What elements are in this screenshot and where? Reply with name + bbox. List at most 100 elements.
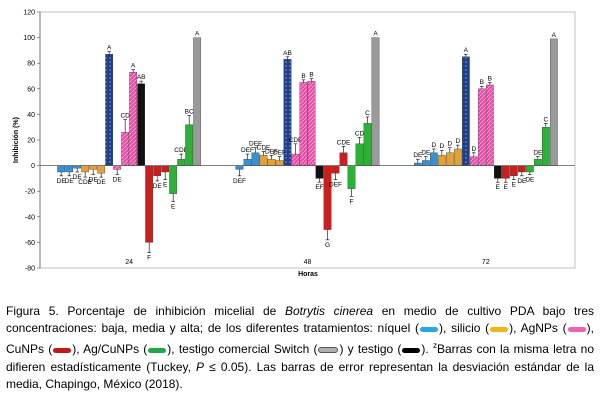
significance-letter: DEF xyxy=(233,178,246,185)
y-tick-label: -20 xyxy=(25,189,35,196)
significance-letter: D xyxy=(447,141,452,148)
bar-niquel_alta-72h xyxy=(429,152,438,166)
significance-letter: A xyxy=(195,31,200,38)
significance-letter: B xyxy=(488,75,492,82)
significance-letter: DE xyxy=(97,179,107,186)
swatch-agcunps xyxy=(148,347,167,353)
significance-letter: C xyxy=(543,116,548,123)
significance-letter: DE xyxy=(421,150,431,157)
y-tick-label: -40 xyxy=(25,214,35,221)
swatch-agnps xyxy=(567,326,586,332)
significance-letter: B xyxy=(309,72,313,79)
bar-silicio_media-24h xyxy=(89,165,98,170)
bar-agnps_media-24h xyxy=(121,132,130,166)
y-tick-label: 0 xyxy=(31,163,35,170)
significance-letter: AB xyxy=(283,50,292,57)
caption-text-5: ), Ag/CuNPs ( xyxy=(72,342,148,357)
significance-letter: DEF xyxy=(241,147,254,154)
significance-letter: A xyxy=(464,47,469,54)
significance-letter: E xyxy=(512,182,517,189)
bar-agnps_baja-24h xyxy=(113,165,122,170)
caption-text-10: ≤ 0.05). Las barras de error representan… xyxy=(6,359,595,391)
significance-letter: DEF xyxy=(265,148,278,155)
bar-agnps_baja-48h xyxy=(291,153,300,166)
y-tick-label: -60 xyxy=(25,240,35,247)
significance-letter: D xyxy=(439,143,444,150)
y-tick-label: -80 xyxy=(25,266,35,273)
significance-letter: DE xyxy=(65,178,75,185)
bar-silicio_alta-24h xyxy=(97,165,106,174)
bar-switch_testigo-48h xyxy=(371,37,380,166)
bar-agcunps_baja-48h xyxy=(347,165,356,189)
significance-letter: DE xyxy=(89,177,99,184)
significance-letter: DEF xyxy=(249,141,262,148)
y-tick-label: 80 xyxy=(27,61,35,68)
axis-layer: -80 -60 -40 -20 0 20 40 60 80 100 120 24 48 72 xyxy=(23,10,575,273)
bar-cunps_baja-24h xyxy=(145,165,154,243)
caption-text-2: ), silicio ( xyxy=(439,321,490,336)
significance-letter: A xyxy=(373,31,378,38)
bar-agnps_alta-48h xyxy=(307,80,316,166)
y-tick-label: 40 xyxy=(27,112,35,119)
bar-switch_testigo-72h xyxy=(549,38,558,166)
bar-agcunps_media-24h xyxy=(177,159,186,166)
bar-testigo-72h xyxy=(493,165,502,179)
chart-area: DE DE DE CDE DE DE A DE CD A AB F DE E E CDE BC A DEF DEF DE… xyxy=(13,10,576,278)
significance-letter: DE xyxy=(413,152,423,159)
y-tick-label: 60 xyxy=(27,86,35,93)
significance-letter: CDE xyxy=(289,137,303,144)
significance-letter: DE xyxy=(73,174,83,181)
bar-agnps_media-72h xyxy=(477,88,486,166)
significance-letter: G xyxy=(325,242,330,249)
bar-niquel_baja-48h xyxy=(235,165,244,170)
bar-silicio_alta-48h xyxy=(275,160,284,166)
significance-letter: D xyxy=(471,146,476,153)
bar-cunps_baja-48h xyxy=(323,165,332,230)
bar-silicio_baja-48h xyxy=(259,155,268,166)
caption-species: Botrytis cinerea xyxy=(284,304,374,318)
bar-agnps_media-48h xyxy=(299,82,308,166)
significance-letter: DE xyxy=(113,177,123,184)
significance-letter: CDE xyxy=(257,145,271,152)
swatch-switch xyxy=(318,347,339,354)
significance-letter: D xyxy=(455,138,460,145)
significance-letter: F xyxy=(350,198,354,205)
bar-testigo-24h xyxy=(137,83,146,166)
significance-letter: AB xyxy=(137,74,146,81)
x-tick-label: 24 xyxy=(125,259,133,266)
significance-letter: D xyxy=(431,142,436,149)
significance-letter: EF xyxy=(315,184,323,191)
bar-silicio_baja-72h xyxy=(437,155,446,166)
significance-letter: B xyxy=(301,73,305,80)
bar-niquel_alta-48h xyxy=(251,152,260,166)
bar-agcunps_alta-24h xyxy=(185,124,194,166)
bar-agcunps_alta-48h xyxy=(363,123,372,166)
bar-switch-48h xyxy=(283,59,292,166)
bar-switch_testigo-24h xyxy=(193,37,202,166)
y-tick-label: 100 xyxy=(23,35,35,42)
bar-agcunps_alta-72h xyxy=(541,127,550,166)
significance-letter: C xyxy=(365,110,370,117)
significance-letter: B xyxy=(480,79,484,86)
significance-letter: A xyxy=(552,32,557,39)
bar-silicio_baja-24h xyxy=(81,165,90,173)
significance-letter: DE xyxy=(57,178,67,185)
x-tick-label: 48 xyxy=(304,259,312,266)
bar-switch-72h xyxy=(461,56,470,166)
significance-letter: DE xyxy=(533,150,543,157)
caption-text-6: ), testigo comercial Switch ( xyxy=(167,342,318,357)
bar-agcunps_baja-24h xyxy=(169,165,178,194)
caption-p: P xyxy=(196,359,205,374)
significance-letter: DEF xyxy=(273,150,286,157)
bar-niquel_baja-72h xyxy=(413,162,422,166)
swatch-silicio xyxy=(490,326,509,332)
bar-agcunps_media-72h xyxy=(533,159,542,166)
significance-letter: CD xyxy=(120,113,130,120)
swatch-cunps xyxy=(53,347,72,353)
caption-text-8: ). xyxy=(421,342,433,357)
caption-text-3: ), AgNPs ( xyxy=(509,321,567,336)
significance-letter: BC xyxy=(185,109,194,116)
significance-letter: E xyxy=(163,182,168,189)
bar-cunps_baja-72h xyxy=(501,165,510,179)
significance-letter: A xyxy=(107,45,112,52)
